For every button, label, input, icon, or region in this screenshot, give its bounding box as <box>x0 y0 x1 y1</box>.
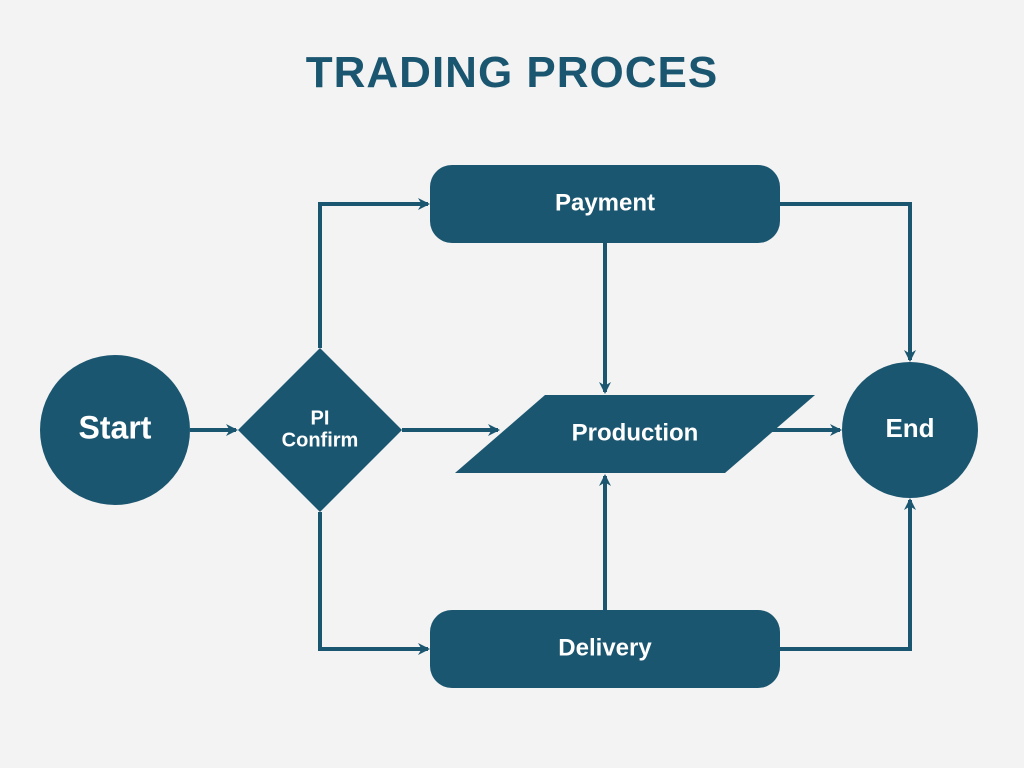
edge-payment-end <box>780 204 910 360</box>
edge-pi-delivery <box>320 512 428 649</box>
edge-pi-payment <box>320 204 428 348</box>
svg-text:Start: Start <box>79 409 152 445</box>
svg-text:Confirm: Confirm <box>282 429 359 451</box>
svg-text:End: End <box>885 413 934 443</box>
edge-delivery-end <box>780 500 910 649</box>
svg-text:Payment: Payment <box>555 189 655 216</box>
svg-text:Delivery: Delivery <box>558 634 652 661</box>
nodes: Start PIConfirm Payment Production Delivery E… <box>40 165 978 688</box>
svg-text:PI: PI <box>311 407 330 429</box>
svg-text:Production: Production <box>572 419 699 446</box>
flowchart-canvas: Start PIConfirm Payment Production Delivery E… <box>0 0 1024 768</box>
